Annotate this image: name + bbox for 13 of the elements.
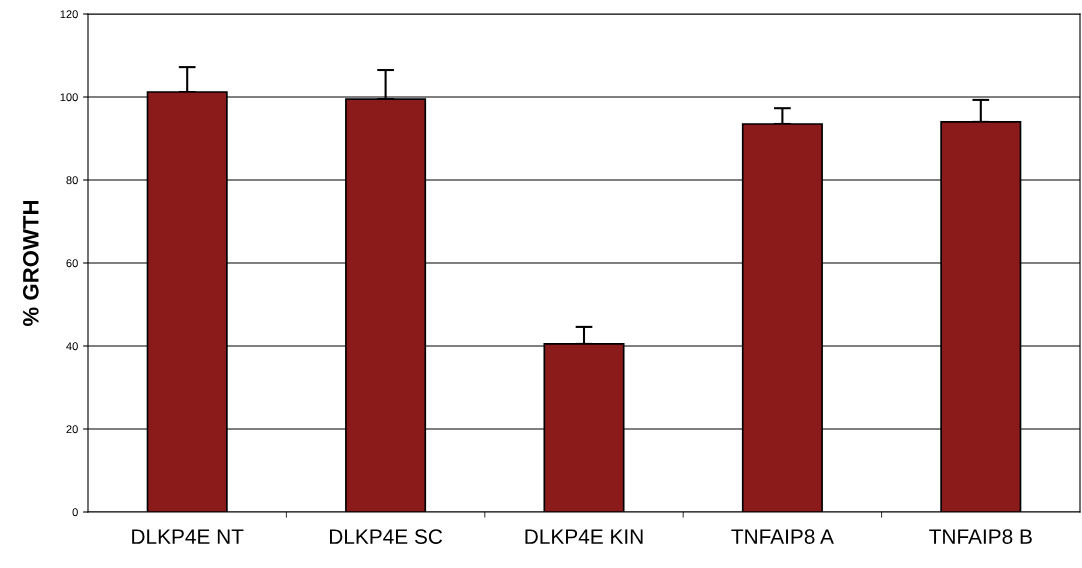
y-tick-label: 80: [66, 176, 78, 185]
x-tick-label: DLKP4E SC: [329, 529, 443, 544]
y-tick-label: 40: [66, 342, 78, 351]
x-tick-label: DLKP4E NT: [132, 529, 244, 544]
x-tick-label: DLKP4E KIN: [525, 529, 643, 544]
y-tick-label: 100: [60, 93, 78, 102]
x-tick-label: TNFAIP8 A: [731, 529, 834, 544]
x-tick-label: TNFAIP8 B: [929, 529, 1032, 544]
y-tick-label: 120: [60, 10, 78, 19]
y-tick-label: 20: [66, 425, 78, 434]
y-tick-label: 0: [72, 508, 78, 517]
y-tick-label: 60: [66, 259, 78, 268]
y-axis-title: % GROWTH: [22, 200, 39, 327]
